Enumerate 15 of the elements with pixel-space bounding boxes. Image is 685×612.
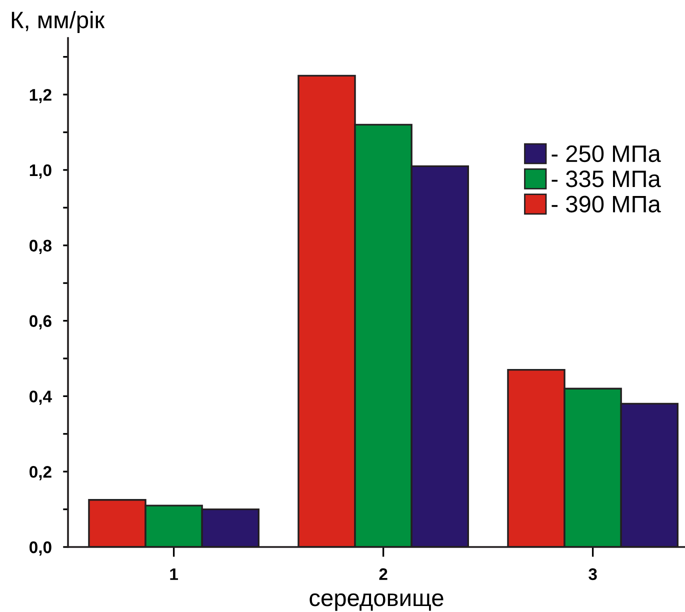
legend-label: - 390 МПа (552, 196, 661, 212)
legend-label: - 335 МПа (552, 170, 661, 188)
y-tick-label: 1,2 (30, 88, 52, 104)
x-tick-label: 2 (379, 568, 388, 580)
x-tick-label: 1 (170, 568, 178, 580)
x-axis-title: середовище (310, 593, 444, 611)
y-axis-title: К, мм/рік (12, 10, 105, 34)
x-tick-label: 3 (588, 568, 597, 580)
y-tick-label: 1,0 (30, 164, 52, 179)
y-tick-label: 0,2 (30, 466, 52, 480)
y-tick-label: 0,8 (30, 240, 52, 254)
y-tick-label: 0,6 (30, 315, 52, 330)
y-tick-label: 0,4 (30, 390, 52, 405)
legend-label: - 250 МПа (552, 145, 661, 162)
y-tick-label: 0,0 (30, 541, 52, 556)
